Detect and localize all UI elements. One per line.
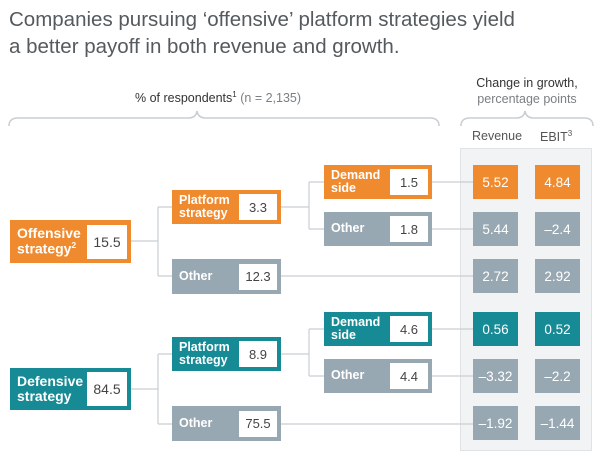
- defensive-demand-label-line-2: side: [331, 328, 357, 342]
- offensive-demand-node: Demand side 1.5: [324, 165, 432, 199]
- growth-revenue-cell: 5.52: [473, 165, 518, 199]
- offensive-platform-other-node: Other 1.8: [324, 212, 432, 246]
- defensive-strategy-node: Defensive strategy 84.5: [10, 368, 131, 410]
- defensive-platform-other-node: Other 4.4: [324, 359, 432, 393]
- offensive-footnote: 2: [71, 240, 77, 251]
- offensive-platform-node: Platform strategy 3.3: [172, 190, 281, 224]
- respondents-footnote: 1: [232, 90, 237, 99]
- growth-revenue-cell: –1.92: [473, 406, 518, 440]
- connector-off-platform-split: [281, 181, 324, 230]
- offensive-label-line-1: Offensive: [17, 225, 81, 242]
- chart-title: Companies pursuing ‘offensive’ platform …: [9, 6, 599, 60]
- offensive-strategy-node: Offensive strategy2 15.5: [10, 220, 131, 263]
- offensive-demand-label-line-2: side: [331, 181, 357, 195]
- growth-ebit-cell: –2.4: [535, 212, 580, 246]
- offensive-other-value: 12.3: [239, 263, 277, 290]
- defensive-platform-other-label: Other: [331, 368, 365, 383]
- title-line-1: Companies pursuing ‘offensive’ platform …: [9, 8, 515, 31]
- respondents-label: % of respondents: [135, 91, 233, 106]
- growth-ebit-cell: –1.44: [535, 406, 580, 440]
- offensive-platform-value: 3.3: [239, 194, 277, 220]
- offensive-strategy-value: 15.5: [87, 224, 127, 259]
- defensive-label-line-2: strategy: [17, 388, 72, 404]
- revenue-label: Revenue: [472, 129, 523, 143]
- offensive-platform-other-value: 1.8: [390, 216, 428, 242]
- revenue-column-header: Revenue: [472, 129, 522, 143]
- defensive-other-node: Other 75.5: [172, 406, 281, 441]
- offensive-demand-label-line-1: Demand: [331, 167, 381, 182]
- offensive-platform-other-label: Other: [331, 221, 365, 236]
- respondents-brace: [8, 110, 440, 127]
- defensive-demand-node: Demand side 4.6: [324, 312, 432, 346]
- offensive-label-line-2: strategy: [17, 240, 72, 257]
- ebit-column-header: EBIT3: [540, 129, 572, 144]
- defensive-label-line-1: Defensive: [17, 373, 84, 390]
- defensive-demand-value: 4.6: [390, 316, 428, 342]
- offensive-platform-label-line-2: strategy: [179, 206, 228, 220]
- offensive-platform-label: Platform strategy: [179, 192, 239, 220]
- growth-brace: [460, 110, 594, 127]
- title-line-2: a better payoff in both revenue and grow…: [9, 35, 400, 58]
- defensive-platform-value: 8.9: [239, 341, 277, 367]
- ebit-label: EBIT: [540, 130, 568, 145]
- growth-revenue-cell: 0.56: [473, 312, 518, 346]
- growth-header: Change in growth, percentage points: [466, 75, 588, 107]
- defensive-platform-node: Platform strategy 8.9: [172, 337, 281, 371]
- offensive-platform-label-line-1: Platform: [179, 192, 230, 207]
- defensive-other-label: Other: [179, 415, 213, 430]
- offensive-other-label: Other: [179, 268, 213, 283]
- offensive-other-node: Other 12.3: [172, 259, 281, 294]
- offensive-strategy-label: Offensive strategy2: [17, 226, 87, 256]
- connector-def-platform-split: [281, 328, 324, 377]
- defensive-platform-other-value: 4.4: [390, 363, 428, 389]
- growth-revenue-cell: 2.72: [473, 259, 518, 293]
- growth-ebit-cell: 4.84: [535, 165, 580, 199]
- respondents-sample: (n = 2,135): [240, 91, 302, 106]
- growth-header-line-1: Change in growth,: [476, 76, 578, 90]
- respondents-header: % of respondents1 (n = 2,135): [135, 90, 301, 105]
- ebit-footnote: 3: [567, 129, 573, 138]
- growth-revenue-cell: 5.44: [473, 212, 518, 246]
- offensive-demand-label: Demand side: [331, 167, 390, 195]
- defensive-platform-label-line-1: Platform: [179, 339, 230, 354]
- defensive-strategy-value: 84.5: [87, 372, 127, 406]
- defensive-demand-label-line-1: Demand: [331, 314, 381, 329]
- connector-defensive-split: [131, 353, 172, 425]
- growth-header-line-2: percentage points: [477, 92, 577, 106]
- defensive-platform-label-line-2: strategy: [179, 353, 228, 367]
- connector-offensive-split: [131, 206, 172, 277]
- defensive-strategy-label: Defensive strategy: [17, 374, 87, 403]
- defensive-other-value: 75.5: [239, 410, 277, 437]
- growth-ebit-cell: –2.2: [535, 359, 580, 393]
- defensive-platform-label: Platform strategy: [179, 339, 239, 367]
- growth-revenue-cell: –3.32: [473, 359, 518, 393]
- offensive-demand-value: 1.5: [390, 169, 428, 195]
- growth-ebit-cell: 0.52: [535, 312, 580, 346]
- growth-ebit-cell: 2.92: [535, 259, 580, 293]
- defensive-demand-label: Demand side: [331, 314, 390, 342]
